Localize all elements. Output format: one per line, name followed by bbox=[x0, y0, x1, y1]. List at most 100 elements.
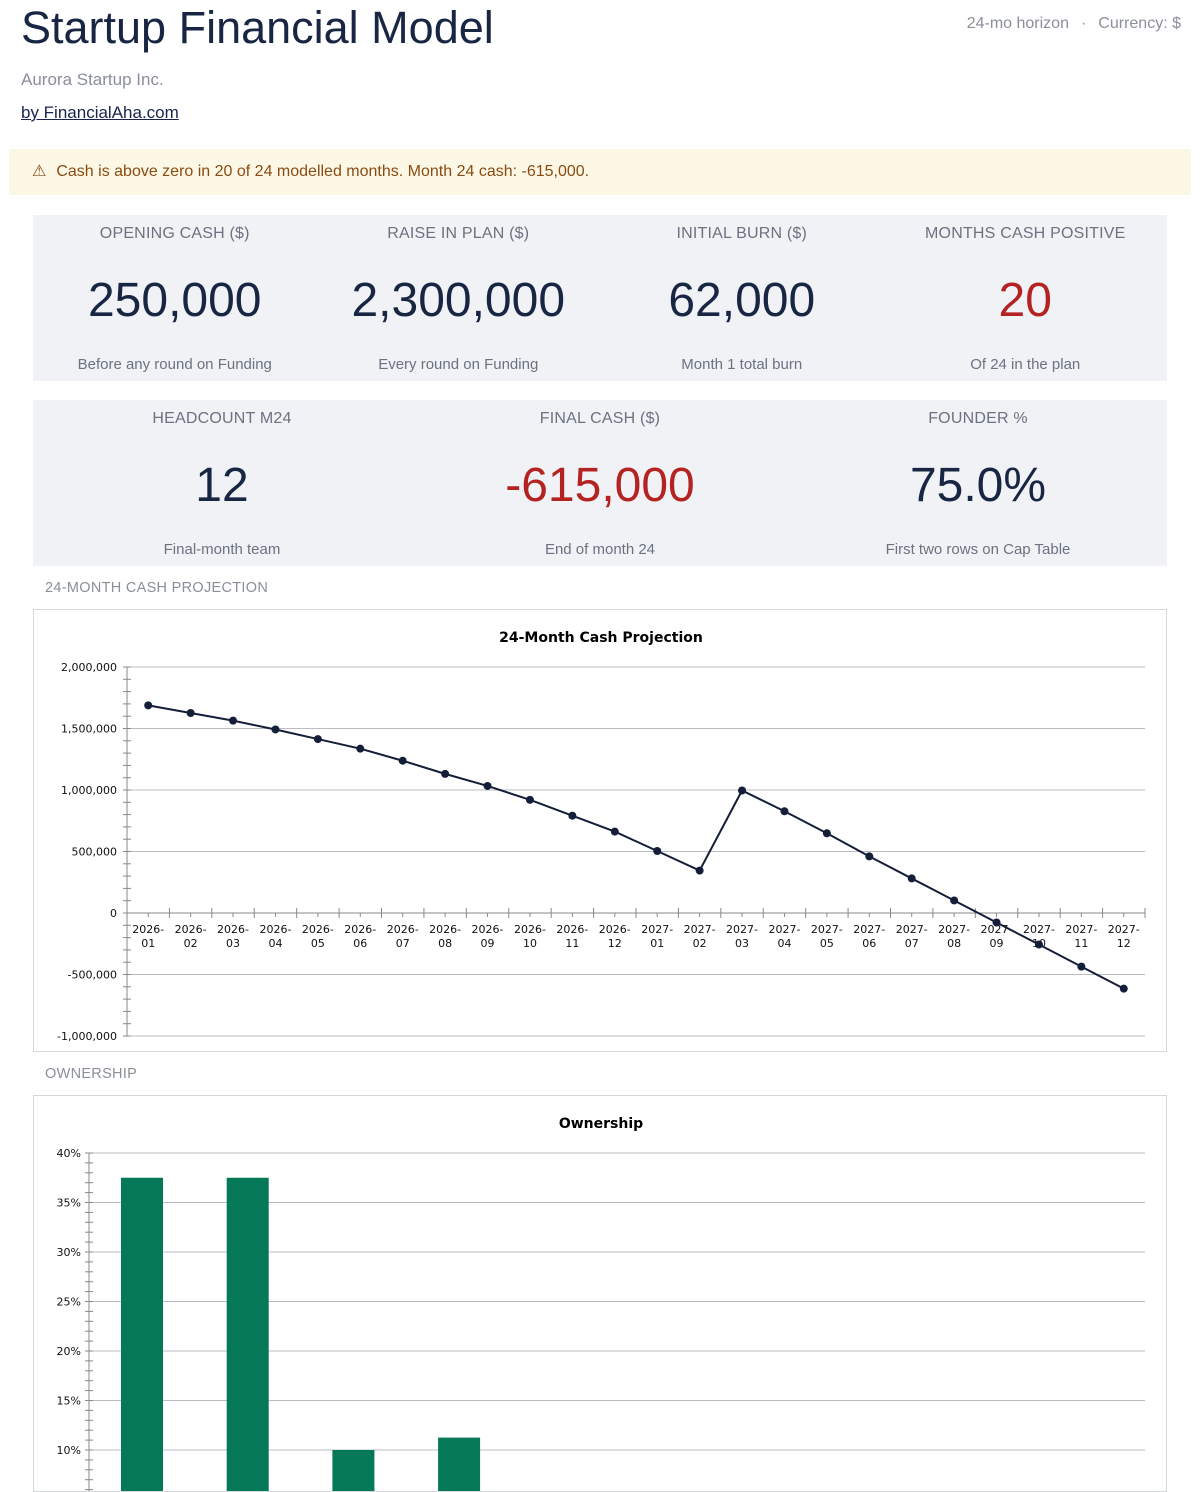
x-tick-label-month: 06 bbox=[862, 937, 876, 950]
x-tick-label-month: 12 bbox=[608, 937, 622, 950]
cash-data-point bbox=[822, 829, 831, 838]
header-meta: 24-mo horizon · Currency: $ bbox=[967, 15, 1181, 33]
x-tick-label-year: 2026- bbox=[217, 923, 249, 936]
cash-data-point bbox=[992, 918, 1001, 927]
x-tick-label-year: 2026- bbox=[387, 923, 419, 936]
kpi-value: -615,000 bbox=[505, 459, 695, 512]
meta-separator: · bbox=[1080, 15, 1087, 32]
cash-series-line bbox=[148, 704, 1125, 990]
cash-data-point bbox=[695, 866, 704, 875]
kpi-value: 20 bbox=[998, 274, 1052, 327]
x-tick-label-month: 01 bbox=[650, 937, 664, 950]
x-tick-label-month: 05 bbox=[820, 937, 834, 950]
x-tick-label-month: 07 bbox=[396, 937, 410, 950]
kpi-initial-burn: INITIAL BURN ($) 62,000 Month 1 total bu… bbox=[600, 215, 884, 381]
kpi-subtext: Every round on Funding bbox=[378, 356, 539, 373]
x-tick-label-year: 2027- bbox=[1108, 923, 1140, 936]
cash-data-point bbox=[1119, 984, 1128, 993]
page-header: Startup Financial Model 24-mo horizon · Cu… bbox=[21, 0, 1181, 130]
cash-data-point bbox=[229, 716, 238, 725]
cash-data-point bbox=[525, 795, 534, 804]
ownership-bar bbox=[121, 1177, 163, 1491]
cash-data-point bbox=[907, 874, 916, 883]
cash-data-point bbox=[1034, 940, 1043, 949]
cash-data-point bbox=[1077, 962, 1086, 971]
kpi-subtext: Before any round on Funding bbox=[77, 356, 272, 373]
horizon-label: 24-mo horizon bbox=[966, 15, 1069, 32]
x-tick-label-month: 06 bbox=[353, 937, 367, 950]
x-tick-label-year: 2026- bbox=[132, 923, 164, 936]
y-tick-label: 30% bbox=[57, 1246, 81, 1259]
kpi-label: MONTHS CASH POSITIVE bbox=[925, 225, 1126, 242]
x-tick-label-year: 2027- bbox=[641, 923, 673, 936]
x-tick-label-month: 02 bbox=[184, 937, 198, 950]
ownership-bar bbox=[438, 1437, 481, 1491]
cash-data-point bbox=[780, 807, 789, 816]
x-tick-label-month: 04 bbox=[777, 937, 791, 950]
x-tick-label-month: 12 bbox=[1117, 937, 1131, 950]
x-tick-label-month: 09 bbox=[990, 937, 1004, 950]
y-tick-label: 1,000,000 bbox=[61, 784, 117, 797]
cash-data-point bbox=[865, 852, 874, 861]
kpi-subtext: End of month 24 bbox=[544, 541, 656, 558]
y-tick-label: 0 bbox=[110, 907, 117, 920]
x-tick-label-year: 2026- bbox=[514, 923, 546, 936]
x-tick-label-year: 2026- bbox=[556, 923, 588, 936]
kpi-subtext: Final-month team bbox=[163, 541, 281, 558]
chart-title: Ownership bbox=[559, 1116, 643, 1132]
cash-data-point bbox=[313, 735, 322, 744]
x-tick-label-year: 2026- bbox=[344, 923, 376, 936]
company-name: Aurora Startup Inc. bbox=[21, 70, 164, 89]
kpi-raise-in-plan: RAISE IN PLAN ($) 2,300,000 Every round … bbox=[317, 215, 601, 381]
cash-data-point bbox=[356, 744, 365, 753]
cash-chart-card: 24-Month Cash Projection -1,000,000 -500,0… bbox=[33, 609, 1167, 1052]
x-tick-label-year: 2026- bbox=[599, 923, 631, 936]
y-tick-label: 1,500,000 bbox=[61, 723, 117, 736]
y-tick-label: 40% bbox=[57, 1147, 81, 1160]
kpi-label: INITIAL BURN ($) bbox=[676, 225, 808, 242]
x-tick-label-month: 04 bbox=[268, 937, 282, 950]
cash-data-point bbox=[271, 725, 280, 734]
cash-data-point bbox=[483, 781, 492, 790]
x-tick-label-year: 2026- bbox=[472, 923, 504, 936]
x-tick-label-month: 11 bbox=[1074, 937, 1088, 950]
x-tick-label-month: 01 bbox=[141, 937, 155, 950]
ownership-chart: Ownership5%10%15%20%25%30%35%40% bbox=[57, 1116, 1145, 1491]
kpi-label: RAISE IN PLAN ($) bbox=[387, 225, 530, 242]
x-tick-label-month: 10 bbox=[523, 937, 537, 950]
cash-data-point bbox=[653, 847, 662, 856]
x-tick-label-year: 2026- bbox=[259, 923, 291, 936]
x-tick-label-year: 2027- bbox=[1065, 923, 1097, 936]
cash-data-point bbox=[441, 769, 450, 778]
y-tick-label: 500,000 bbox=[72, 846, 118, 859]
kpi-label: HEADCOUNT M24 bbox=[152, 410, 292, 427]
x-tick-label-year: 2027- bbox=[768, 923, 800, 936]
x-tick-label-month: 03 bbox=[226, 937, 240, 950]
cash-data-point bbox=[186, 709, 195, 718]
cash-warning-alert: ⚠ Cash is above zero in 20 of 24 modelled… bbox=[9, 149, 1191, 195]
y-tick-label: 15% bbox=[57, 1395, 81, 1408]
currency-label: Currency: $ bbox=[1098, 15, 1181, 32]
cash-data-point bbox=[738, 786, 747, 795]
cash-data-point bbox=[568, 811, 577, 820]
x-tick-label-month: 08 bbox=[947, 937, 961, 950]
y-tick-label: 25% bbox=[57, 1296, 81, 1309]
kpi-value: 75.0% bbox=[909, 459, 1047, 512]
y-tick-label: 35% bbox=[57, 1197, 81, 1210]
y-tick-label: -500,000 bbox=[68, 969, 117, 982]
x-tick-label-year: 2027- bbox=[1023, 923, 1055, 936]
y-tick-label: 20% bbox=[57, 1345, 81, 1358]
ownership-bar bbox=[332, 1450, 375, 1491]
kpi-row-2: HEADCOUNT M24 12 Final-month team FINAL … bbox=[33, 400, 1167, 566]
cash-data-point bbox=[950, 896, 959, 905]
y-tick-label: -1,000,000 bbox=[57, 1030, 117, 1043]
x-tick-label-month: 08 bbox=[438, 937, 452, 950]
cash-projection-chart: 24-Month Cash Projection -1,000,000 -500,0… bbox=[57, 630, 1146, 1043]
x-tick-label-year: 2027- bbox=[684, 923, 716, 936]
kpi-value: 250,000 bbox=[87, 274, 262, 327]
y-tick-label: 2,000,000 bbox=[61, 661, 117, 674]
kpi-final-cash: FINAL CASH ($) -615,000 End of month 24 bbox=[411, 400, 789, 566]
financialaha-link[interactable]: by FinancialAha.com bbox=[21, 103, 179, 122]
x-tick-label-month: 02 bbox=[693, 937, 707, 950]
x-tick-label-year: 2027- bbox=[853, 923, 885, 936]
